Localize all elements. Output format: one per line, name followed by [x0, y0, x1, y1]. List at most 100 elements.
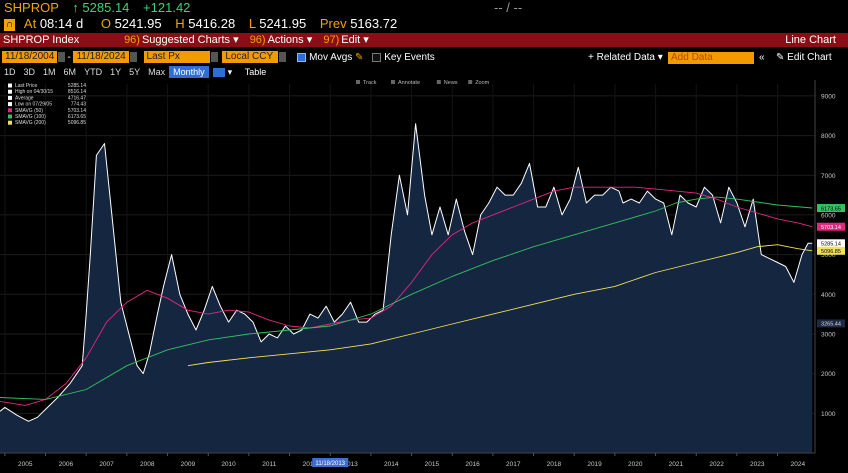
bid-ask-placeholder: -- / --	[494, 0, 523, 15]
legend-value: 6173.65	[68, 114, 86, 120]
x-tick-label: 2005	[18, 461, 33, 468]
period-3d[interactable]: 3D	[23, 67, 36, 77]
legend-value: 774.43	[71, 102, 87, 108]
crosshair-date-box	[312, 458, 349, 467]
pencil-icon: ✎	[776, 52, 785, 63]
period-buttons: 1D 3D 1M 6M YTD 1Y 5Y Max Monthly	[0, 66, 209, 78]
period-ytd[interactable]: YTD	[84, 67, 103, 77]
pencil-icon[interactable]: ✎	[355, 52, 364, 63]
y-tick-label: 5000	[821, 252, 836, 259]
x-tick-label: 2020	[628, 461, 643, 468]
calendar-icon[interactable]	[129, 52, 137, 63]
x-tick-label: 2023	[750, 461, 765, 468]
period-1d[interactable]: 1D	[4, 67, 16, 77]
tool-icon	[436, 80, 441, 84]
x-tick-label: 2011	[262, 461, 276, 468]
series-line-2	[0, 196, 813, 400]
low-value: 5241.95	[259, 16, 307, 31]
y-tick-label: 3000	[821, 331, 836, 338]
price-field-select[interactable]: Last Px	[143, 51, 210, 64]
x-tick-label: 2017	[506, 461, 521, 468]
dropdown-icon[interactable]	[279, 52, 287, 63]
tool-icon	[391, 80, 395, 84]
edit-chart-button[interactable]: ✎ Edit Chart	[776, 52, 832, 63]
chevron-down-icon: ▾	[306, 34, 313, 46]
chevron-down-icon: ▾	[363, 34, 369, 46]
date-to-input[interactable]: 11/18/2024	[73, 51, 129, 64]
value-tag	[817, 239, 845, 248]
key-events-checkbox[interactable]	[372, 52, 382, 62]
y-tick-label: 2000	[821, 371, 836, 378]
mov-avgs-label: Mov Avgs	[309, 52, 353, 63]
currency-select[interactable]: Local CCY	[222, 51, 279, 64]
value-tag-label: 3265.44	[821, 322, 841, 328]
legend-label: Last Price	[15, 83, 37, 89]
chevron-down-icon: ▾	[233, 34, 239, 46]
x-tick-label: 2006	[59, 461, 74, 468]
period-5y[interactable]: 5Y	[129, 67, 141, 77]
x-tick-label: 2010	[221, 461, 236, 468]
period-1y[interactable]: 1Y	[110, 67, 122, 77]
high-label: H	[175, 16, 185, 31]
x-tick-label: 2015	[425, 461, 440, 468]
tool-icon	[468, 80, 473, 84]
legend-value: 5703.14	[68, 108, 86, 114]
ticker-symbol[interactable]: SHPROP	[4, 0, 59, 15]
legend-swatch	[8, 120, 12, 125]
collapse-icon[interactable]: «	[759, 52, 765, 63]
open-value: 5241.95	[114, 16, 162, 31]
table-button[interactable]: Table	[244, 67, 267, 77]
open-label: O	[100, 16, 111, 31]
series-line-1	[0, 186, 813, 406]
dropdown-icon[interactable]: ▾	[227, 67, 233, 77]
security-index-field[interactable]: SHPROP Index	[3, 34, 80, 46]
tool-icon	[356, 80, 360, 84]
up-arrow-icon: ↑	[72, 0, 79, 15]
low-label: L	[248, 16, 256, 31]
y-tick-label: 4000	[821, 292, 836, 299]
legend-swatch	[8, 102, 12, 107]
add-data-input[interactable]: Add Data	[668, 52, 754, 64]
crosshair-date-label: 11/18/2013	[315, 461, 345, 467]
y-tick-label: 6000	[821, 212, 836, 219]
x-axis: 2005 2006 2007 2008 2009 2010 2011 2012 2013 2014…	[0, 452, 815, 468]
y-tick-label: 7000	[821, 173, 836, 180]
y-tick-label: 8000	[821, 133, 836, 140]
tool-label: News	[444, 80, 458, 86]
period-6m[interactable]: 6M	[63, 67, 77, 77]
edit-menu[interactable]: 97) Edit ▾	[323, 34, 369, 46]
tool-label: Track	[363, 80, 377, 86]
value-tag-label: 5096.85	[821, 249, 841, 255]
value-tag-label: 5703.14	[821, 225, 841, 231]
x-tick-label: 2007	[99, 461, 114, 468]
control-bar: 11/18/2004- 11/18/2024 Last Px Local CCY…	[0, 51, 848, 65]
value-tag	[817, 222, 845, 231]
period-monthly[interactable]: Monthly	[169, 66, 209, 78]
period-max[interactable]: Max	[148, 67, 166, 77]
menu-bar: SHPROP Index 96) Suggested Charts ▾ 96) Ac…	[0, 33, 848, 47]
x-tick-label: 2019	[587, 461, 602, 468]
legend-label: SMAVG (50)	[15, 108, 43, 114]
at-label: At	[23, 16, 37, 31]
chart-style-icon[interactable]	[213, 68, 226, 78]
period-1m[interactable]: 1M	[43, 67, 56, 77]
mov-avgs-checkbox[interactable]	[297, 52, 307, 62]
suggested-charts-menu[interactable]: 96) Suggested Charts ▾	[124, 34, 239, 46]
chart-type-title: Line Chart	[785, 34, 836, 46]
dropdown-icon[interactable]	[210, 52, 218, 63]
y-tick-label: 9000	[821, 93, 836, 100]
x-tick-label: 2008	[140, 461, 155, 468]
value-tag-label: 5285.14	[821, 242, 841, 248]
value-tag	[817, 246, 845, 255]
x-tick-label: 2012	[303, 461, 318, 468]
legend-swatch	[8, 114, 12, 119]
date-from-input[interactable]: 11/18/2004	[2, 51, 58, 64]
x-tick-label: 2022	[709, 461, 724, 468]
related-data-button[interactable]: + Related Data ▾	[588, 52, 663, 63]
chevron-down-icon: ▾	[657, 52, 663, 63]
actions-menu[interactable]: 96) Actions ▾	[249, 34, 313, 46]
x-tick-label: 2018	[547, 461, 562, 468]
calendar-icon[interactable]	[58, 52, 66, 63]
